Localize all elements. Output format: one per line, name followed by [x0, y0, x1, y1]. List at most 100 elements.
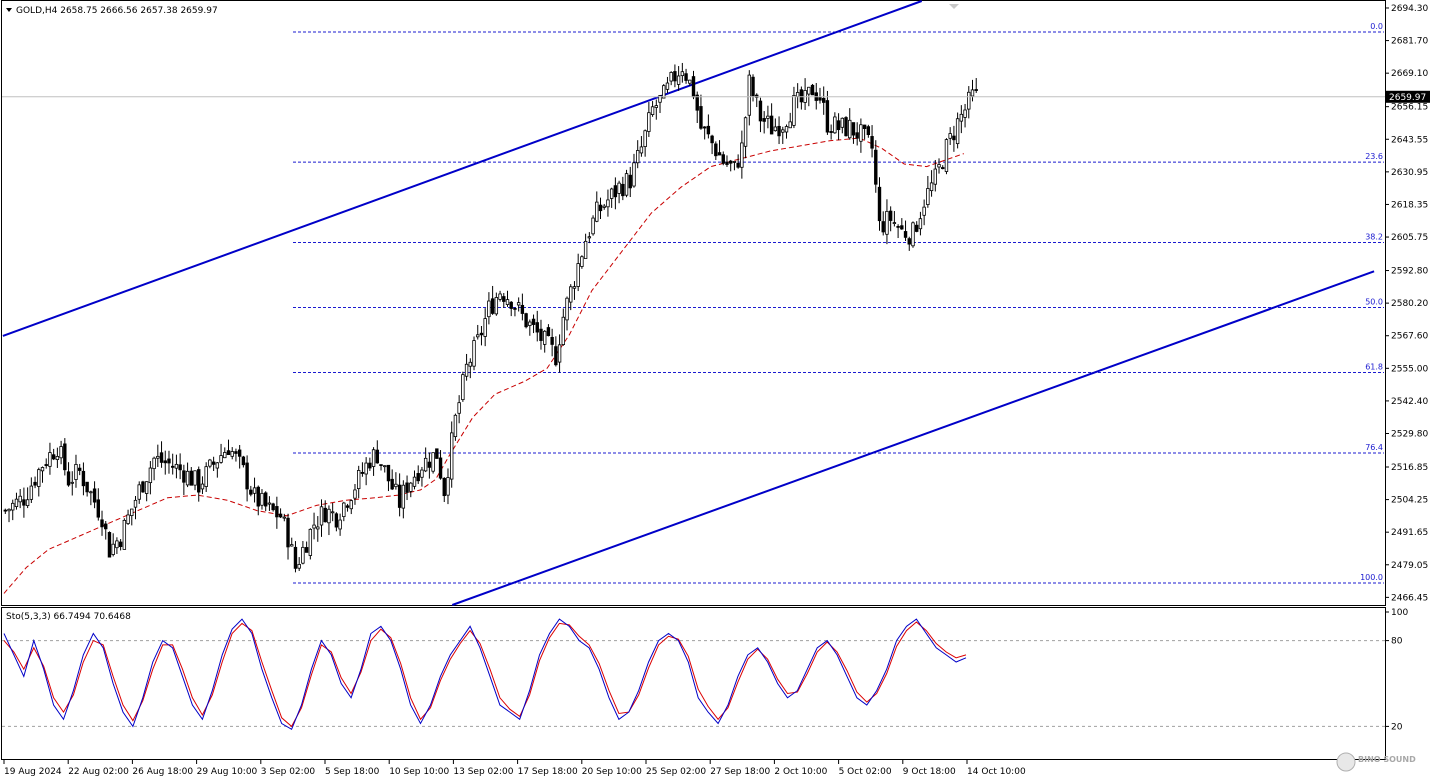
candle-bull [215, 462, 220, 469]
stochastic-label: Sto(5,3,3) 66.7494 70.6468 [6, 612, 131, 622]
stochastic-panel[interactable] [1, 607, 1386, 760]
time-tick-label: 26 Aug 18:00 [132, 767, 193, 777]
watermark-text: BINO SOUND [1358, 755, 1416, 764]
candle-bear [684, 73, 688, 81]
candle-bear [100, 519, 104, 528]
candle-bull [688, 79, 692, 84]
candle-bear [81, 470, 86, 487]
time-tick-label: 25 Sep 02:00 [646, 767, 706, 777]
price-tick-label: 2516.85 [1391, 463, 1428, 473]
candle-bear [520, 304, 525, 314]
candle-bull [185, 470, 190, 486]
brand-watermark: BINO SOUND [1336, 752, 1416, 772]
candle-bull [929, 182, 934, 192]
candle-bull [583, 240, 588, 259]
candle-bear [237, 449, 242, 457]
candle-bear [170, 465, 175, 468]
candle-bull [423, 457, 428, 472]
candle-bull [595, 201, 599, 222]
candle-bull [743, 117, 748, 147]
candle-bear [249, 489, 253, 495]
candle-bull [316, 526, 320, 530]
price-axis[interactable]: 2694.30 2681.70 2669.10 2656.15 2643.55 2630.… [2, 4, 1430, 603]
candle-bear [799, 89, 804, 103]
stoch-main-line [3, 618, 967, 731]
candle-bull [970, 89, 975, 97]
price-tick-label: 2681.70 [1391, 37, 1428, 47]
price-tick-label: 2542.40 [1391, 397, 1428, 407]
candle-bull [636, 150, 640, 164]
symbol-ohlc-label: GOLD,H4 2658.75 2666.56 2657.38 2659.97 [16, 6, 218, 16]
candle-bull [624, 173, 629, 196]
candle-bull [130, 508, 134, 517]
moving-average [3, 137, 964, 594]
candle-bear [829, 131, 833, 133]
candle-bear [900, 225, 904, 230]
candle-bull [122, 519, 127, 550]
candle-bear [197, 469, 201, 493]
candle-bear [234, 451, 238, 454]
time-tick-label: 10 Sep 10:00 [389, 767, 449, 777]
channel-upper-line [2, 0, 923, 337]
candle-bear [490, 298, 495, 314]
candle-bull [922, 206, 926, 216]
candle-bear [762, 118, 766, 122]
candle-bear [3, 509, 7, 512]
candle-bull [383, 465, 387, 468]
candle-bear [736, 162, 740, 168]
time-tick-label: 19 Aug 2024 [4, 767, 62, 777]
candle-bull [669, 72, 673, 82]
candle-bear [907, 238, 911, 245]
candle-bull [7, 508, 11, 512]
fib-level-label: 100.0 [1360, 573, 1383, 582]
candle-bull [223, 452, 227, 459]
candle-bear [78, 467, 82, 471]
candle-bear [442, 477, 446, 497]
candle-bear [825, 100, 830, 133]
candle-bear [866, 126, 871, 136]
candle-bear [390, 478, 394, 490]
candle-bull [55, 456, 60, 460]
candle-bull [766, 115, 770, 119]
candle-bull [137, 484, 141, 500]
main-panel[interactable] [1, 0, 1386, 606]
price-tick-label: 2592.80 [1391, 267, 1428, 277]
candle-bear [874, 149, 878, 185]
candle-bull [48, 452, 52, 467]
fib-level-label: 76.4 [1365, 443, 1383, 452]
candle-bear [769, 115, 774, 135]
shift-marker-icon[interactable] [949, 4, 959, 9]
candle-bull [349, 500, 353, 510]
candle-bear [855, 132, 859, 139]
time-tick-label: 29 Aug 10:00 [197, 767, 258, 777]
time-axis[interactable]: 19 Aug 2024 22 Aug 02:00 26 Aug 18:00 29 Au… [3, 760, 1026, 777]
candle-bear [751, 76, 755, 97]
candle-bull [747, 74, 751, 116]
candle-bear [118, 541, 123, 547]
candle-bear [85, 481, 89, 493]
candle-bull [59, 446, 63, 459]
candle-bull [781, 129, 785, 133]
candle-bear [379, 464, 383, 466]
candle-bull [476, 334, 480, 338]
fibonacci-retracement[interactable]: 0.0 23.6 38.2 50.0 61.8 76.4 100.0 [293, 22, 1384, 584]
candle-bull [580, 256, 584, 267]
candle-bull [609, 188, 614, 199]
price-tick-label: 2605.75 [1391, 233, 1428, 243]
candle-bull [792, 95, 796, 126]
candle-bear [360, 471, 365, 474]
candle-bear [881, 221, 885, 233]
candle-bull [301, 546, 305, 564]
candle-bear [851, 122, 856, 136]
candle-bear [323, 507, 327, 523]
candle-bear [211, 461, 216, 465]
candle-bull [963, 109, 967, 118]
price-tick-label: 2669.10 [1391, 69, 1428, 79]
candle-bear [621, 183, 625, 197]
candle-bull [602, 205, 606, 208]
dropdown-arrow-icon[interactable] [6, 8, 12, 12]
candle-bull [487, 300, 491, 318]
candle-bull [788, 121, 792, 129]
trend-channel[interactable] [2, 0, 1375, 606]
